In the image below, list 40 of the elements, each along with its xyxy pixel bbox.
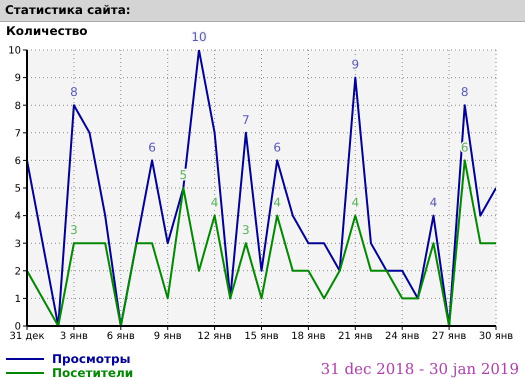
y-tick-label: 5: [14, 184, 21, 195]
data-label: 7: [242, 112, 250, 127]
data-label: 9: [351, 58, 360, 72]
data-label: 8: [70, 85, 78, 100]
y-tick-label: 7: [14, 128, 21, 140]
y-tick-label: 8: [14, 100, 21, 112]
data-label: 4: [351, 196, 360, 210]
legend-label: Посетители: [52, 366, 134, 380]
data-label: 10: [191, 30, 207, 44]
data-label: 3: [70, 223, 78, 238]
data-label: 4: [430, 196, 438, 210]
x-tick-label: 24 янв: [385, 331, 420, 342]
y-tick-label: 9: [14, 73, 21, 84]
y-axis-title: Количество: [6, 24, 88, 38]
legend-label: Просмотры: [52, 352, 130, 366]
x-tick-label: 27 янв: [432, 331, 466, 342]
y-tick-label: 10: [8, 46, 21, 57]
y-tick-label: 2: [14, 266, 21, 278]
x-tick-label: 18 янв: [291, 331, 326, 342]
y-tick-label: 6: [14, 156, 21, 167]
y-tick-label: 4: [14, 211, 21, 222]
data-label: 3: [242, 223, 250, 238]
x-tick-label: 3 янв: [60, 331, 88, 342]
data-label: 4: [210, 196, 218, 210]
data-label: 6: [273, 140, 281, 154]
y-tick-label: 0: [14, 322, 21, 333]
y-tick-label: 1: [14, 294, 21, 305]
x-tick-label: 6 янв: [106, 331, 135, 342]
x-tick-label: 15 янв: [244, 331, 279, 342]
data-label: 8: [460, 85, 469, 100]
text: 31 dec 2018 - 30 jan 2019: [320, 360, 519, 378]
data-label: 4: [273, 196, 281, 210]
x-tick-label: 9 янв: [154, 331, 182, 342]
x-tick-label: 21 янв: [338, 331, 373, 342]
y-tick-label: 3: [14, 238, 21, 250]
x-tick-label: 31 дек: [9, 331, 45, 342]
x-tick-label: 12 янв: [197, 331, 232, 342]
data-label: 6: [148, 140, 156, 154]
x-tick-label: 30 янв: [478, 331, 514, 342]
chart-title: Статистика сайта:: [5, 3, 131, 17]
